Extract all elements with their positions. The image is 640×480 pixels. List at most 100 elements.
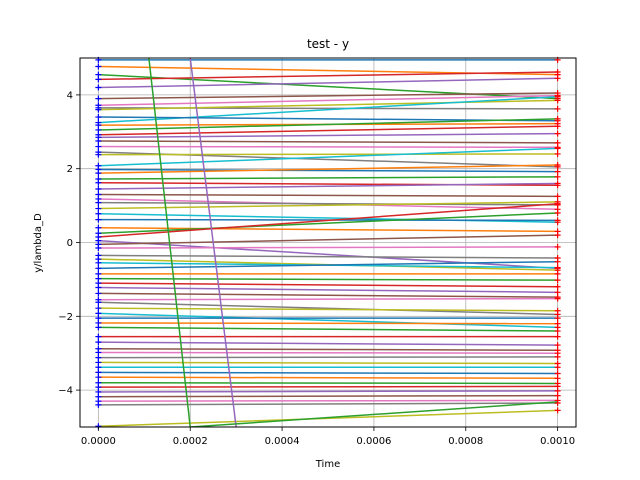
marker-group (95, 56, 561, 430)
series-line (98, 164, 558, 174)
series-group (98, 58, 558, 427)
end-point-marker (554, 180, 561, 187)
y-tick-label: 4 (67, 90, 73, 101)
series-line (98, 351, 558, 354)
start-point-marker (95, 284, 102, 291)
series-line (98, 92, 558, 100)
start-point-marker (95, 114, 102, 121)
start-point-marker (95, 143, 102, 150)
series-line (98, 326, 558, 332)
start-point-marker (95, 179, 102, 186)
end-point-marker (554, 264, 561, 271)
end-point-marker (554, 270, 561, 277)
start-point-marker (95, 185, 102, 192)
series-line (98, 182, 558, 190)
end-point-marker (554, 364, 561, 371)
end-point-marker (554, 209, 561, 216)
start-point-marker (95, 324, 102, 331)
end-point-marker (554, 353, 561, 360)
series-line (98, 77, 558, 89)
end-point-marker (554, 333, 561, 340)
end-point-marker (554, 315, 561, 322)
end-point-marker (554, 130, 561, 137)
start-point-marker (95, 374, 102, 381)
end-point-marker (554, 283, 561, 290)
series-line (98, 402, 558, 406)
series-line (98, 301, 558, 316)
end-point-marker (554, 328, 561, 335)
y-tick-label: −4 (58, 386, 73, 397)
start-point-marker (95, 216, 102, 223)
series-line (98, 118, 558, 131)
end-point-marker (554, 232, 561, 239)
end-point-marker (554, 277, 561, 284)
series-line (98, 201, 558, 206)
drift-line (189, 58, 237, 427)
series-line (98, 297, 558, 301)
start-point-marker (95, 76, 102, 83)
series-line (98, 94, 558, 106)
start-point-marker (95, 205, 102, 212)
start-point-marker (95, 210, 102, 217)
y-axis-label: y/lambda_D (33, 213, 44, 273)
series-line (98, 277, 558, 281)
start-point-marker (95, 265, 102, 272)
end-point-marker (554, 69, 561, 76)
series-line (98, 385, 558, 388)
series-line (98, 201, 558, 210)
series-line (98, 132, 558, 139)
series-line (98, 168, 558, 173)
series-line (98, 71, 558, 81)
end-point-marker (554, 342, 561, 349)
y-tick-label: −2 (58, 312, 73, 323)
series-line (98, 307, 558, 312)
y-axis-ticks: −4 −2 0 2 4 (58, 90, 80, 397)
end-point-marker (554, 93, 561, 100)
x-tick-label: 0.0002 (173, 436, 208, 447)
series-line (98, 254, 558, 259)
end-point-marker (554, 217, 561, 224)
start-point-marker (95, 151, 102, 158)
end-point-marker (554, 168, 561, 175)
end-point-marker (554, 200, 561, 207)
drift-line (190, 401, 558, 427)
start-point-marker (95, 401, 102, 408)
start-point-marker (95, 224, 102, 231)
y-tick-label: 2 (67, 164, 73, 175)
series-line (98, 312, 558, 329)
series-line (98, 212, 558, 235)
series-line (98, 145, 558, 149)
series-line (98, 371, 558, 375)
start-point-marker (95, 84, 102, 91)
series-line (98, 203, 558, 238)
start-point-marker (95, 305, 102, 312)
start-point-marker (95, 299, 102, 306)
x-axis-label: Time (315, 459, 340, 470)
start-point-marker (95, 170, 102, 177)
end-point-marker (554, 295, 561, 302)
series-line (98, 234, 558, 246)
start-point-marker (95, 349, 102, 356)
series-line (98, 341, 558, 346)
series-line (98, 399, 558, 402)
end-point-marker (554, 173, 561, 180)
series-line (98, 376, 558, 380)
series-line (98, 356, 558, 359)
series-line (98, 153, 558, 156)
end-point-marker (554, 150, 561, 157)
start-point-marker (95, 138, 102, 145)
series-line (98, 176, 558, 180)
series-line (98, 348, 558, 351)
end-point-marker (554, 105, 561, 112)
x-tick-label: 0.0010 (540, 436, 575, 447)
start-point-marker (95, 106, 102, 113)
start-point-marker (95, 259, 102, 266)
x-axis-ticks: 0.0000 0.0002 0.0004 0.0006 0.0008 0.0010 (81, 427, 575, 447)
series-line (98, 193, 558, 198)
series-line (98, 125, 558, 136)
start-point-marker (95, 95, 102, 102)
series-line (98, 226, 558, 233)
series-line (98, 246, 558, 249)
drift-line (148, 58, 191, 427)
x-tick-label: 0.0000 (81, 436, 116, 447)
